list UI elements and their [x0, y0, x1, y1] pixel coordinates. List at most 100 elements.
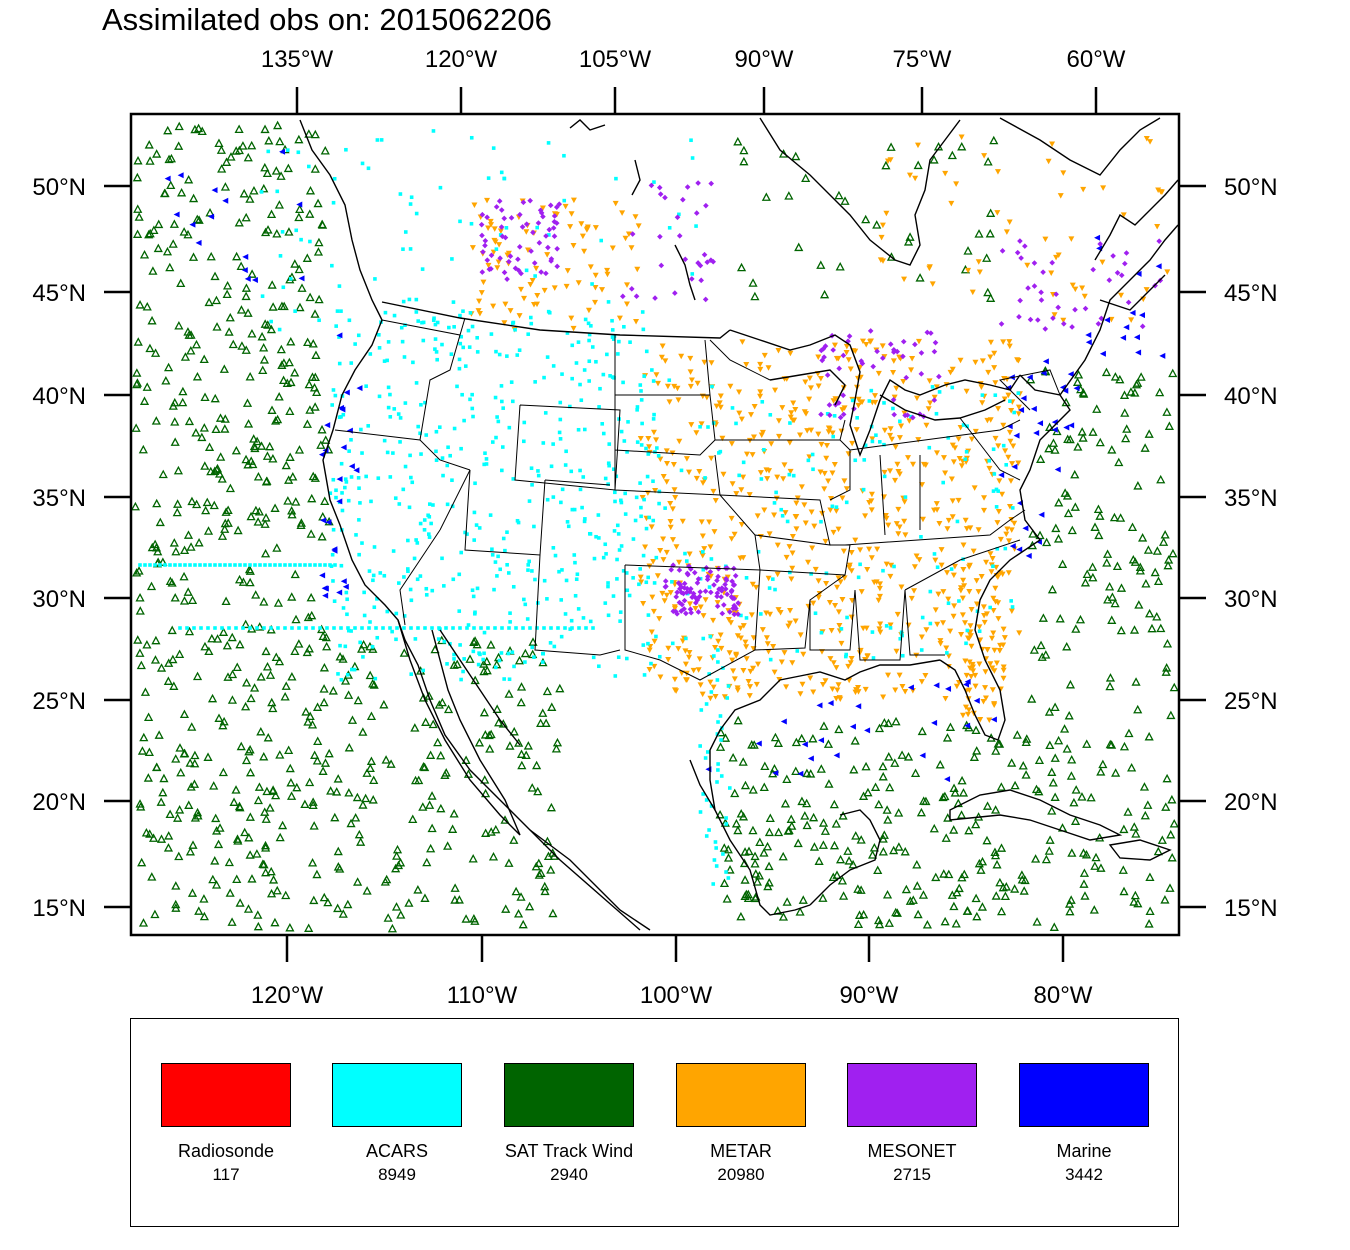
sat-wind-marker: [929, 155, 939, 164]
metar-marker: [703, 394, 710, 401]
acars-marker: [708, 634, 713, 639]
acars-marker: [1004, 463, 1009, 467]
sat-wind-marker: [1103, 549, 1113, 558]
metar-marker: [967, 525, 974, 531]
metar-marker: [840, 548, 847, 555]
sat-wind-marker: [174, 141, 184, 150]
acars-marker: [888, 626, 893, 630]
sat-wind-marker: [1036, 454, 1046, 463]
sat-wind-marker: [1044, 846, 1054, 855]
sat-wind-marker: [253, 517, 263, 526]
metar-marker: [700, 613, 707, 619]
metar-marker: [657, 548, 664, 554]
acars-marker: [575, 572, 580, 577]
metar-marker: [963, 526, 970, 532]
acars-marker: [278, 254, 283, 258]
sat-wind-marker: [949, 901, 959, 911]
sat-wind-marker: [1161, 667, 1171, 676]
sat-wind-marker: [175, 805, 185, 814]
sat-wind-marker: [236, 261, 246, 271]
metar-marker: [806, 375, 813, 382]
mesonet-marker: [677, 581, 683, 588]
metar-marker: [891, 394, 898, 401]
acars-marker: [546, 141, 551, 145]
acars-marker: [594, 534, 598, 539]
sat-wind-marker: [256, 441, 267, 450]
metar-marker: [775, 607, 782, 613]
metar-marker: [625, 231, 632, 237]
metar-marker: [541, 287, 548, 294]
mesonet-marker: [826, 412, 833, 418]
sat-wind-marker: [324, 748, 334, 758]
sat-wind-marker: [392, 844, 403, 854]
metar-marker: [646, 666, 653, 673]
mesonet-marker: [546, 226, 553, 233]
metar-marker: [783, 684, 790, 690]
marine-marker: [816, 702, 823, 709]
acars-marker: [433, 322, 438, 327]
metar-marker: [1051, 312, 1058, 318]
sat-wind-marker: [314, 237, 324, 247]
mesonet-marker: [707, 568, 714, 575]
sat-wind-marker: [220, 414, 230, 423]
acars-marker: [402, 355, 407, 359]
metar-marker: [958, 463, 965, 469]
sat-wind-marker: [1166, 829, 1176, 839]
acars-marker: [542, 626, 546, 630]
sat-wind-marker: [209, 781, 219, 790]
sat-wind-marker: [285, 452, 295, 461]
acars-marker: [639, 398, 644, 402]
sat-wind-marker: [1140, 443, 1150, 452]
sat-wind-marker: [1041, 650, 1051, 659]
metar-marker: [950, 613, 957, 620]
sat-wind-marker: [516, 749, 527, 758]
metar-marker: [980, 604, 987, 610]
acars-marker: [280, 230, 285, 234]
sat-wind-marker: [344, 742, 354, 752]
top-axis-label: 135°W: [261, 46, 334, 73]
metar-marker: [966, 659, 973, 665]
acars-marker: [529, 321, 534, 326]
mesonet-marker: [543, 233, 549, 239]
sat-wind-marker: [1131, 829, 1141, 838]
mesonet-marker: [688, 586, 694, 592]
sat-wind-marker: [782, 897, 792, 906]
sat-wind-marker: [728, 752, 738, 762]
sat-wind-marker: [443, 704, 454, 714]
marine-marker: [1025, 552, 1032, 559]
acars-marker: [707, 585, 712, 589]
acars-marker: [530, 645, 535, 650]
sat-wind-marker: [885, 782, 895, 792]
sat-wind-marker: [145, 156, 155, 165]
acars-marker: [299, 237, 303, 242]
acars-marker: [278, 563, 282, 567]
sat-wind-marker: [428, 719, 438, 729]
acars-marker: [471, 649, 476, 654]
metar-marker: [852, 689, 859, 696]
sat-wind-marker: [266, 209, 277, 219]
sat-wind-marker: [272, 229, 282, 238]
acars-marker: [611, 594, 616, 598]
sat-wind-marker: [174, 851, 184, 861]
acars-marker: [581, 616, 586, 620]
acars-marker: [423, 400, 427, 405]
metar-marker: [654, 573, 661, 579]
marine-marker: [340, 578, 347, 585]
mesonet-marker: [512, 265, 519, 272]
acars-marker: [690, 156, 695, 160]
metar-marker: [667, 590, 674, 596]
metar-marker: [1158, 189, 1165, 195]
marine-marker: [1042, 358, 1049, 365]
mesonet-marker: [701, 251, 708, 258]
sat-wind-marker: [131, 501, 140, 511]
sat-wind-marker: [164, 831, 174, 840]
metar-marker: [871, 579, 878, 586]
metar-marker: [1099, 259, 1106, 266]
metar-marker: [883, 561, 890, 568]
acars-marker: [606, 482, 610, 486]
acars-marker: [500, 445, 505, 449]
sat-wind-marker: [765, 813, 775, 823]
acars-marker: [285, 148, 290, 152]
sat-wind-marker: [408, 814, 418, 824]
